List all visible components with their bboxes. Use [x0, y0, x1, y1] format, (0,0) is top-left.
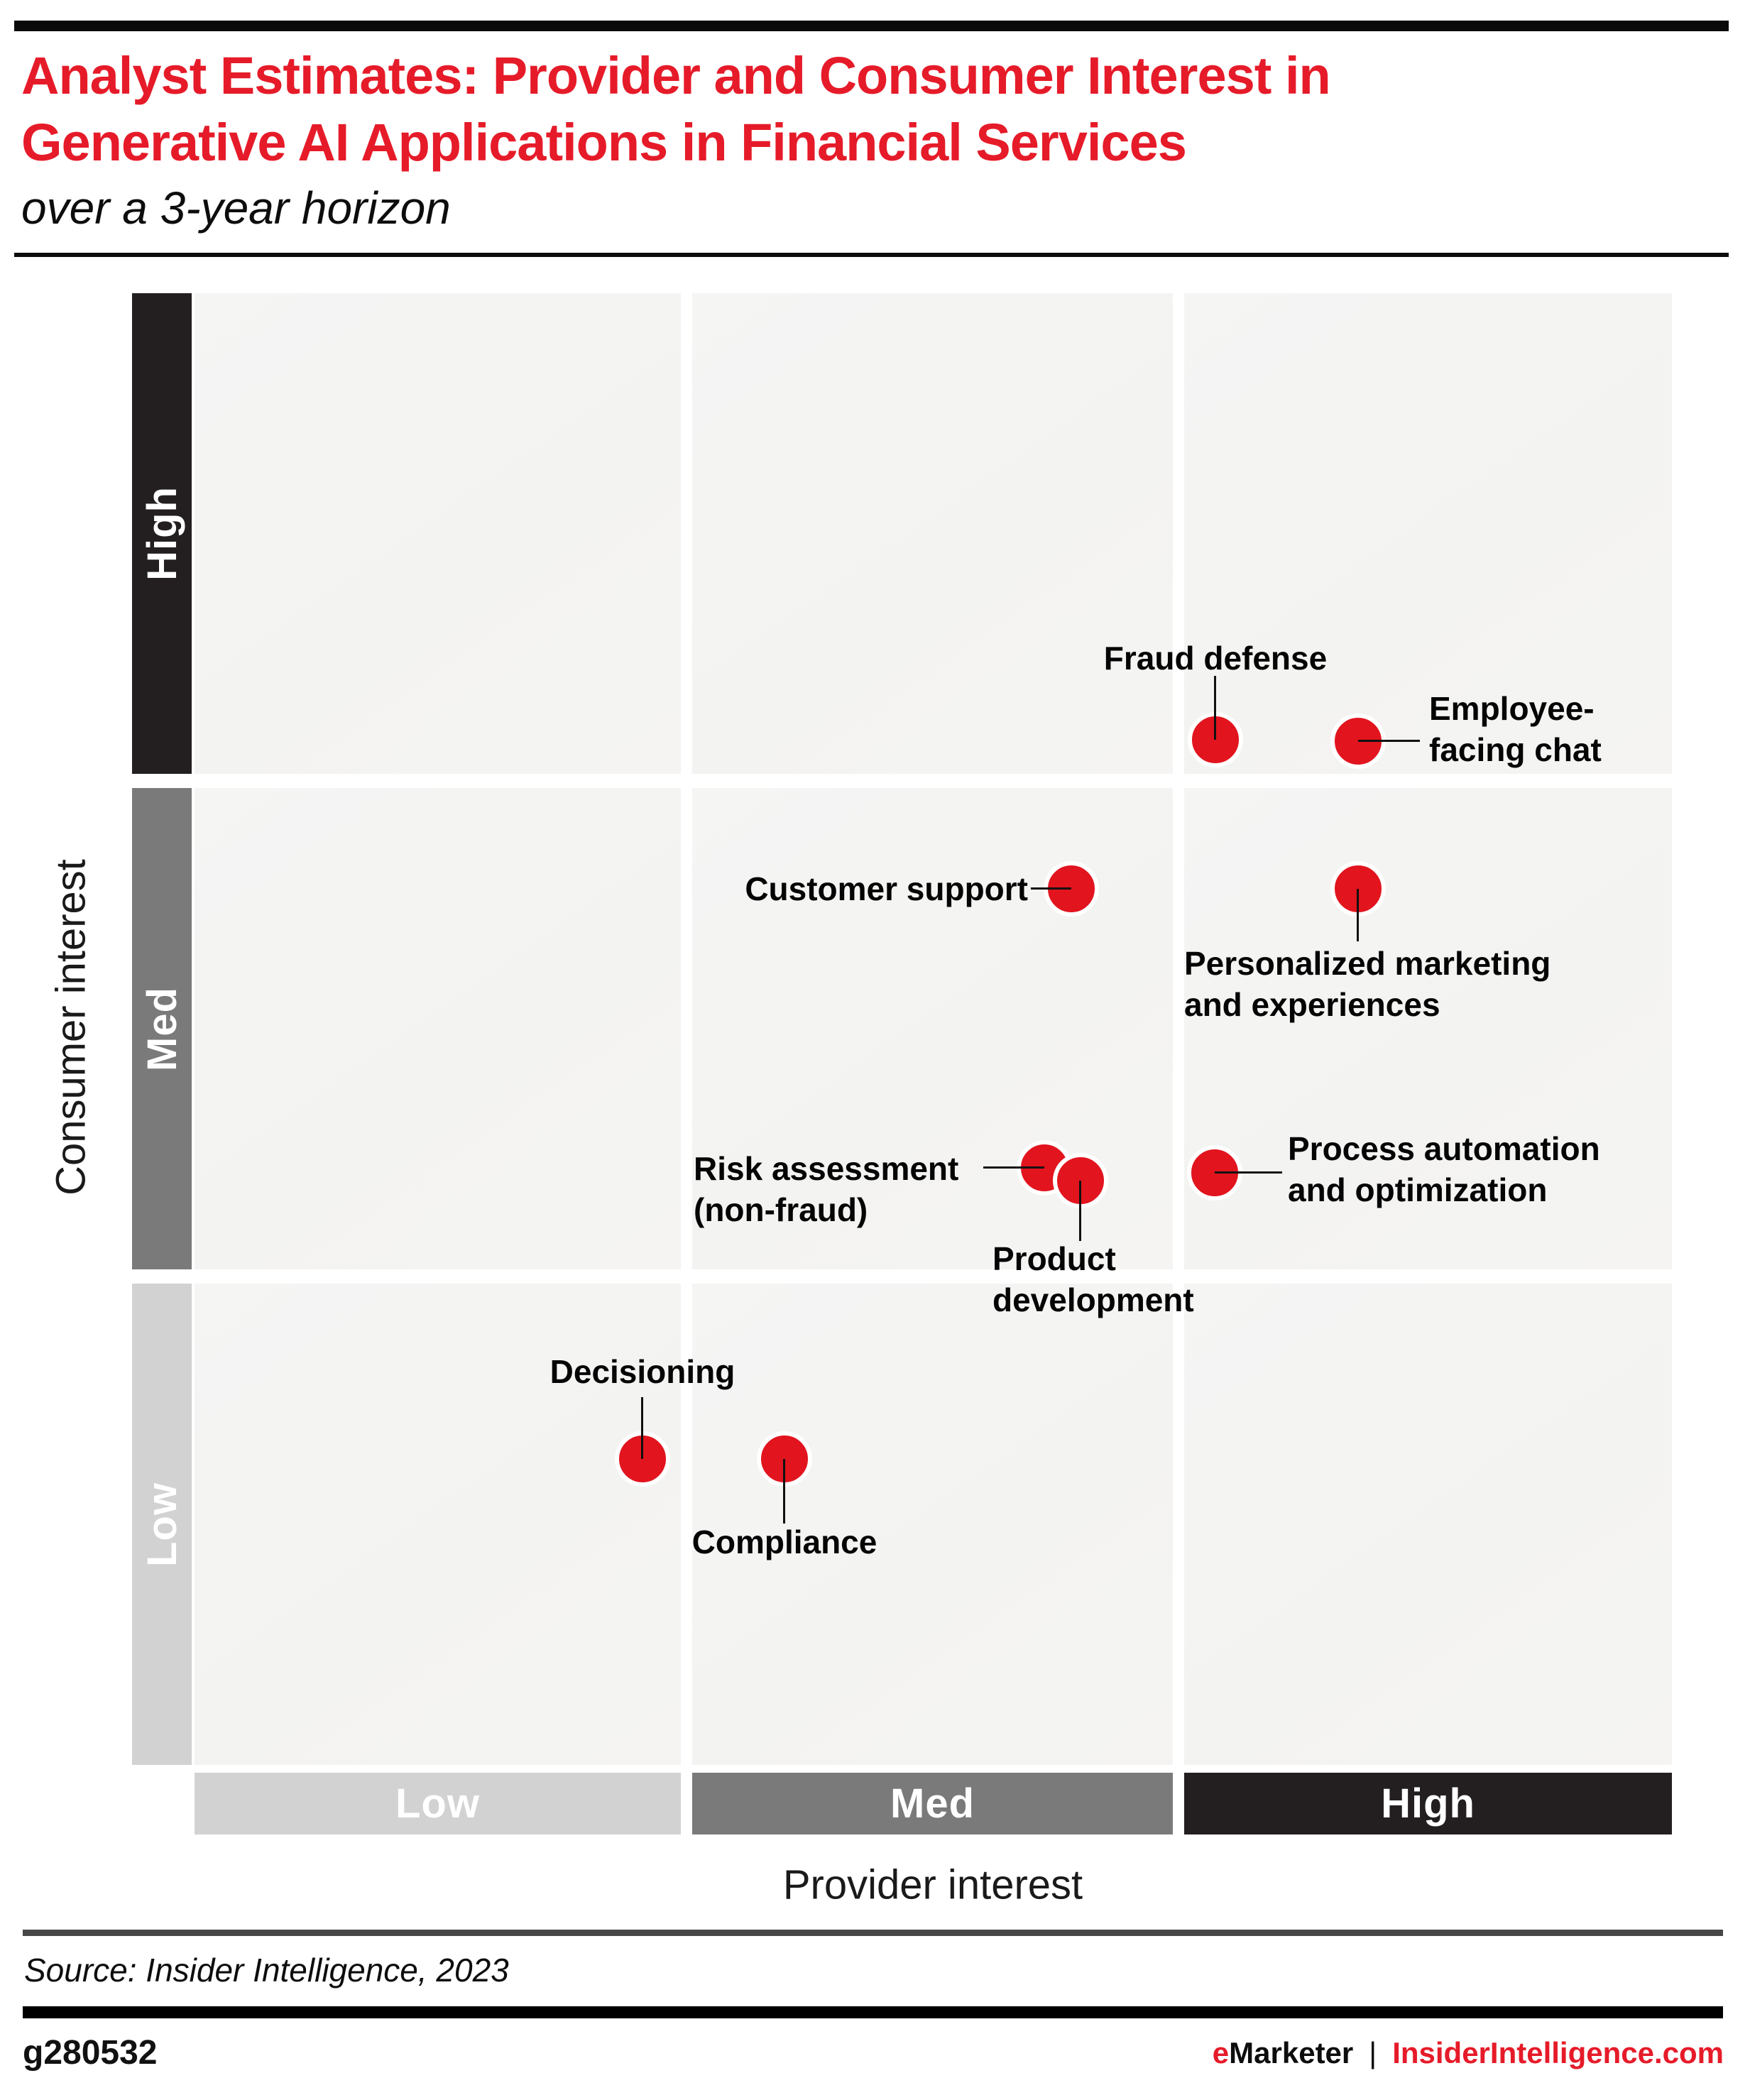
grid-cell [1184, 293, 1672, 774]
x-band-low: Low [195, 1773, 681, 1834]
brand-emarketer-rest: Marketer [1229, 2036, 1354, 2069]
leader-compliance [783, 1459, 785, 1524]
leader-product-development [1079, 1181, 1081, 1241]
x-band-med: Med [692, 1773, 1173, 1834]
grid-cell [195, 293, 681, 774]
x-band-high: High [1184, 1773, 1672, 1834]
leader-fraud-defense [1214, 676, 1216, 740]
footer-brand: eMarketer | InsiderIntelligence.com [1213, 2036, 1724, 2070]
plot-grid [195, 293, 1672, 1765]
x-band-high-label: High [1381, 1781, 1475, 1827]
label-customer-support: Customer support [745, 870, 1028, 907]
label-fraud-defense: Fraud defense [1103, 640, 1328, 677]
footer-bar [23, 2006, 1723, 2018]
leader-risk-assessment-non-fraud [983, 1166, 1044, 1169]
y-band-low: Low [132, 1284, 192, 1765]
x-band-med-label: Med [890, 1781, 975, 1827]
x-axis-title: Provider interest [782, 1861, 1083, 1908]
chart-title-line2: Generative AI Applications in Financial … [21, 113, 1187, 172]
chart-id: g280532 [23, 2034, 158, 2072]
grid-cell [195, 1284, 681, 1765]
label-process-automation-and-optimization: Process automation and optimization [1288, 1130, 1600, 1208]
header-divider [14, 253, 1729, 257]
leader-decisioning [641, 1397, 643, 1459]
label-decisioning: Decisioning [549, 1353, 735, 1390]
grid-cell [1184, 1284, 1672, 1765]
y-band-med: Med [132, 788, 192, 1269]
leader-personalized-marketing-and-experiences [1357, 889, 1359, 941]
y-band-high: High [132, 293, 192, 774]
brand-site-link: InsiderIntelligence.com [1392, 2036, 1724, 2069]
label-product-development: Product development [992, 1240, 1194, 1318]
brand-emarketer-e: e [1212, 2036, 1230, 2069]
leader-customer-support [1031, 887, 1071, 890]
label-risk-assessment-non-fraud: Risk assessment (non-fraud) [694, 1150, 959, 1228]
label-employee-facing-chat: Employee- facing chat [1429, 690, 1602, 768]
x-band-low-label: Low [395, 1781, 480, 1827]
chart-title-line1: Analyst Estimates: Provider and Consumer… [21, 46, 1331, 105]
chart-subtitle: over a 3-year horizon [21, 182, 451, 234]
top-rule [14, 21, 1729, 31]
leader-employee-facing-chat [1358, 740, 1420, 742]
brand-separator: | [1369, 2036, 1377, 2069]
grid-cell [692, 293, 1173, 774]
grid-cell [692, 1284, 1173, 1765]
label-personalized-marketing-and-experiences: Personalized marketing and experiences [1184, 945, 1551, 1023]
source-note: Source: Insider Intelligence, 2023 [24, 1952, 509, 1989]
leader-process-automation-and-optimization [1215, 1171, 1282, 1174]
grid-cell [1184, 788, 1672, 1269]
grid-cell [195, 788, 681, 1269]
label-compliance: Compliance [691, 1524, 877, 1560]
source-divider [23, 1930, 1723, 1936]
